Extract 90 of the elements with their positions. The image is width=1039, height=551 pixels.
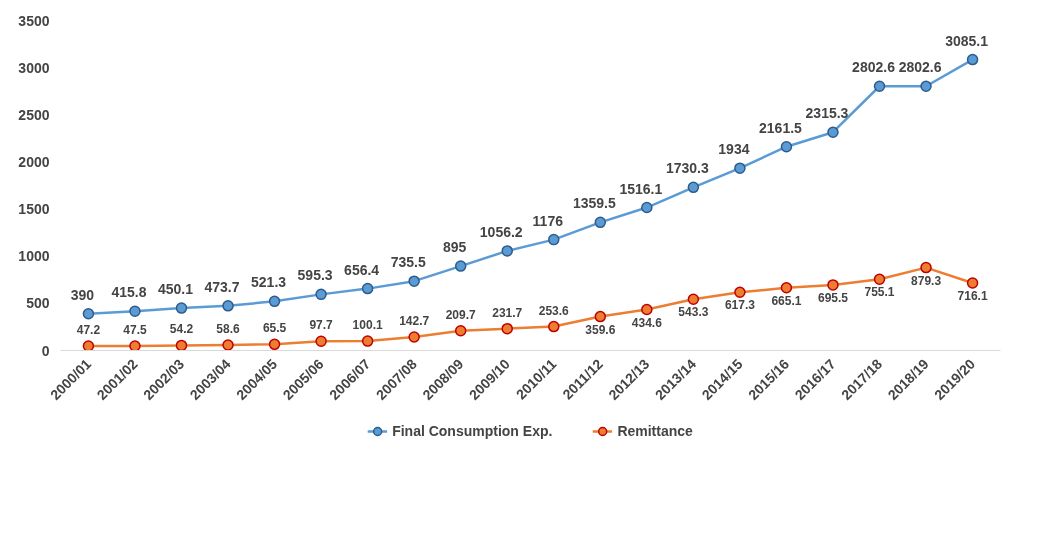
- data-label: 543.3: [678, 305, 709, 320]
- point: [780, 282, 793, 294]
- point: [361, 335, 374, 347]
- point: [454, 324, 467, 337]
- point: [641, 303, 653, 316]
- y-tick-label: 500: [26, 295, 50, 312]
- y-tick-label: 0: [41, 342, 50, 359]
- point: [548, 233, 560, 246]
- point: [268, 338, 281, 351]
- data-label: 142.7: [399, 314, 430, 329]
- data-label: 2802.6: [852, 59, 896, 76]
- data-label: 415.8: [111, 284, 147, 301]
- point: [827, 279, 839, 291]
- y-tick-label: 3000: [18, 59, 50, 76]
- data-label: 2802.6: [898, 59, 942, 76]
- data-label: 473.7: [204, 278, 240, 295]
- point: [548, 320, 560, 333]
- point: [408, 331, 420, 343]
- point: [268, 295, 281, 308]
- point: [780, 140, 793, 153]
- data-label: 1730.3: [665, 160, 709, 177]
- point: [501, 245, 513, 257]
- data-label: 617.3: [724, 298, 756, 313]
- point: [734, 286, 746, 299]
- point: [129, 340, 141, 351]
- data-label: 1516.1: [619, 180, 663, 197]
- point: [594, 216, 607, 229]
- point: [129, 305, 141, 318]
- data-label: 656.4: [344, 261, 380, 278]
- data-label: 231.7: [492, 305, 523, 320]
- point: [361, 282, 374, 295]
- data-label: 3085.1: [945, 32, 989, 49]
- point: [315, 288, 327, 301]
- data-label: 695.5: [817, 290, 849, 305]
- point: [920, 261, 932, 274]
- data-label: 895: [443, 239, 467, 256]
- point: [966, 53, 979, 66]
- point: [641, 201, 653, 214]
- point: [222, 339, 234, 351]
- data-label: 665.1: [771, 293, 802, 308]
- legend-label: Final Consumption Exp.: [392, 423, 553, 439]
- data-label: 2315.3: [805, 105, 849, 122]
- data-label: 359.6: [585, 322, 616, 337]
- data-label: 47.2: [76, 323, 101, 338]
- point: [827, 126, 839, 138]
- data-label: 209.7: [445, 307, 477, 322]
- data-label: 58.6: [216, 321, 241, 336]
- data-label: 100.1: [352, 318, 383, 333]
- point: [687, 293, 700, 306]
- point: [687, 181, 700, 194]
- legend-label: Remittance: [617, 423, 693, 439]
- point: [408, 275, 420, 287]
- point: [594, 310, 607, 323]
- data-label: 434.6: [631, 315, 663, 330]
- data-label: 97.7: [309, 318, 334, 333]
- data-label: 253.6: [538, 303, 570, 318]
- data-label: 390: [70, 286, 95, 303]
- point: [873, 80, 886, 92]
- data-label: 450.1: [157, 281, 194, 298]
- point: [734, 162, 746, 174]
- y-tick-label: 1500: [18, 201, 50, 218]
- point: [82, 340, 95, 351]
- data-label: 595.3: [297, 267, 333, 284]
- data-label: 755.1: [864, 285, 895, 300]
- point: [222, 300, 234, 312]
- point: [920, 80, 932, 92]
- data-label: 716.1: [957, 288, 988, 303]
- data-label: 879.3: [911, 273, 942, 288]
- data-label: 47.5: [123, 323, 147, 338]
- data-label: 735.5: [390, 254, 426, 271]
- data-label: 1359.5: [572, 195, 616, 212]
- y-tick-label: 2500: [18, 106, 50, 123]
- point: [501, 322, 513, 335]
- point: [873, 273, 886, 286]
- point: [454, 260, 467, 272]
- point: [175, 302, 188, 314]
- data-label: 1056.2: [479, 223, 523, 240]
- data-label: 1934: [718, 141, 750, 158]
- data-label: 54.2: [169, 322, 194, 337]
- point: [315, 335, 327, 348]
- data-label: 65.5: [262, 321, 287, 336]
- point: [966, 277, 979, 289]
- data-label: 521.3: [251, 274, 287, 291]
- y-tick-label: 3500: [18, 12, 50, 29]
- y-tick-label: 1000: [18, 248, 50, 265]
- y-tick-label: 2000: [18, 153, 50, 170]
- data-label: 2161.5: [759, 119, 803, 136]
- point: [82, 307, 95, 320]
- point: [175, 339, 188, 351]
- data-label: 1176: [532, 212, 564, 229]
